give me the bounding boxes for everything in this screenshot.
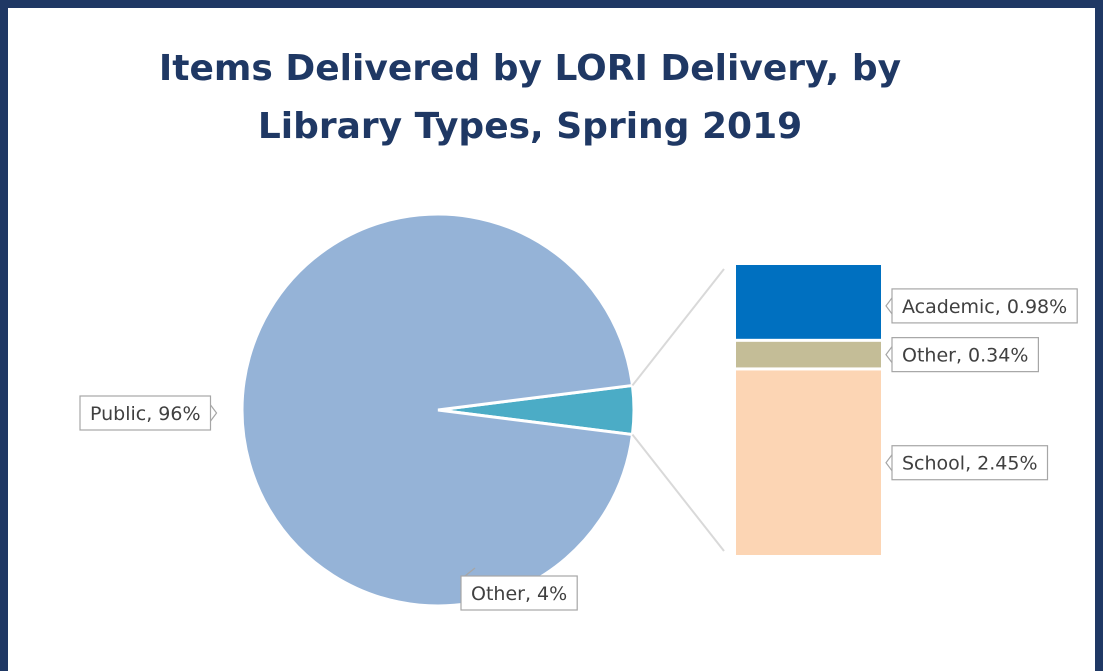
connector-line-top <box>631 268 725 387</box>
bar-label-1: Other, 0.34% <box>902 345 1028 367</box>
pie-label-0-box <box>79 395 212 431</box>
pie-label-0-leader <box>210 404 218 422</box>
connector-line-bottom <box>631 433 725 552</box>
data-labels: Public, 96% Other, 4% Academic, 0.98% Other… <box>79 288 1078 611</box>
connector-lines <box>631 268 725 552</box>
pie-group <box>240 212 636 608</box>
breakout-bar-group <box>736 265 881 555</box>
chart-title: Items Delivered by LORI Delivery, by Lib… <box>158 48 902 147</box>
pie-label-1: Other, 4% <box>471 583 567 605</box>
bar-label-1-leader <box>885 346 893 363</box>
bar-segment-1 <box>736 341 881 368</box>
pie-label-1-box <box>460 575 578 611</box>
pie-label-1-leader <box>464 567 476 577</box>
bar-segment-0 <box>736 265 881 339</box>
bar-label-0-leader <box>885 297 893 315</box>
pie-label-0: Public, 96% <box>90 403 201 425</box>
bar-segment-2 <box>736 370 881 555</box>
bar-label-0: Academic, 0.98% <box>902 296 1067 318</box>
bar-label-2-box <box>891 445 1049 481</box>
bar-label-2-leader <box>885 454 893 472</box>
bar-label-1-box <box>891 337 1039 373</box>
bar-label-0-box <box>891 288 1078 324</box>
bar-label-2: School, 2.45% <box>902 453 1038 475</box>
